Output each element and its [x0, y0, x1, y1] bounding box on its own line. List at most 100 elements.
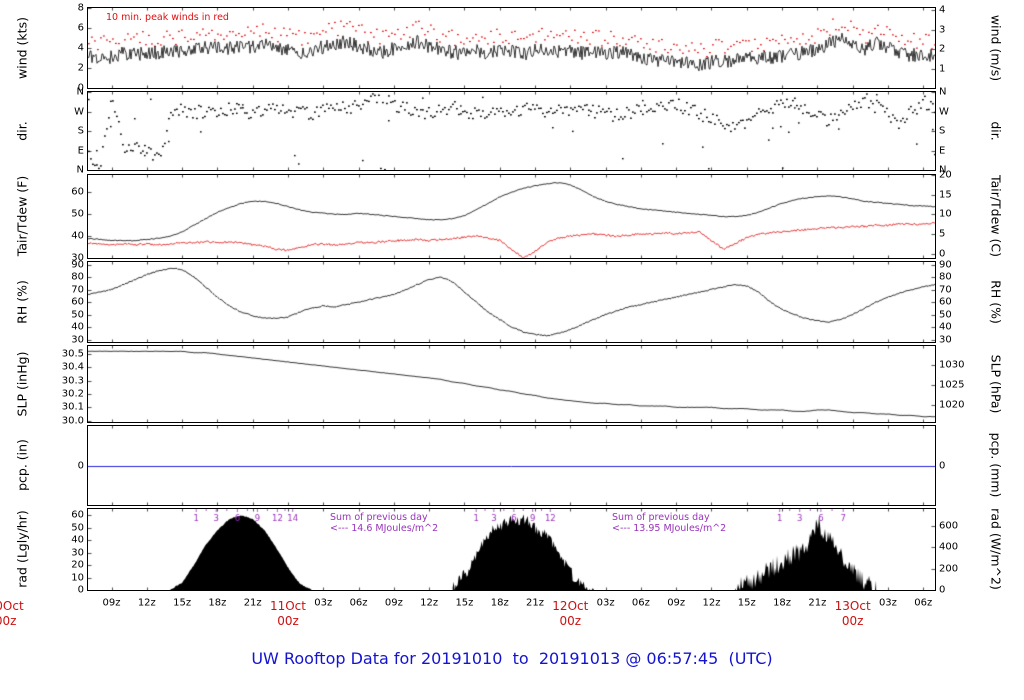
y-tick-label-right-slp: 1030	[939, 359, 965, 371]
axis-title-pcp-left: pcp. (in)	[14, 439, 30, 491]
y-tick-label-right-wind: 3	[939, 24, 946, 36]
x-tick-label: 15z	[737, 597, 756, 609]
humidity-canvas	[88, 262, 935, 342]
x-tick-label: 21z	[526, 597, 545, 609]
axis-title-rad-right: rad (W/m^2)	[988, 508, 1004, 590]
y-tick-label-left-wind: 6	[77, 22, 84, 34]
y-tick-label-right-rad: 600	[939, 520, 959, 532]
y-tick-label-left-slp: 30.0	[61, 415, 84, 427]
wind-canvas	[88, 8, 935, 88]
x-tick-label: 15z	[173, 597, 192, 609]
x-date-label-hour: 00z	[841, 614, 864, 628]
x-date-label-hour: 00z	[0, 614, 17, 628]
pressure-canvas	[88, 346, 935, 422]
direction-canvas	[88, 92, 935, 170]
x-tick-label: 06z	[914, 597, 933, 609]
axis-title-wind-left: wind (kts)	[14, 17, 30, 79]
y-tick-label-left-dir: E	[77, 145, 84, 156]
rad-sum-note-1-line1: Sum of previous day	[330, 512, 428, 523]
axis-title-wind-right: wind (m/s)	[988, 14, 1004, 82]
axis-title-rh-right: RH (%)	[988, 280, 1004, 324]
y-tick-label-left-temp: 60	[71, 186, 84, 198]
y-tick-label-right-wind: 1	[939, 63, 946, 75]
x-tick-label: 06z	[349, 597, 368, 609]
x-tick-label: 09z	[667, 597, 686, 609]
axis-title-pcp-right: pcp. (mm)	[988, 432, 1004, 498]
x-date-label-month: 11Oct	[269, 599, 306, 613]
y-tick-label-left-rh: 90	[71, 259, 84, 270]
rad-sum-note-2: Sum of previous day <--- 13.95 MJoules/m…	[612, 512, 726, 534]
x-tick-label: 21z	[808, 597, 827, 609]
y-tick-label-right-temp: 10	[939, 208, 952, 220]
rad-sum-note-2-line2: <--- 13.95 MJoules/m^2	[612, 523, 727, 534]
x-tick-label: 21z	[243, 597, 262, 609]
x-date-label-hour: 00z	[277, 614, 299, 628]
y-tick-label-right-rh: 70	[939, 284, 952, 295]
x-tick-label: 12z	[702, 597, 721, 609]
x-tick-label: 12z	[420, 597, 439, 609]
y-tick-label-left-slp: 30.4	[61, 361, 84, 373]
y-tick-label-left-rh: 60	[71, 296, 84, 308]
y-tick-label-right-dir: W	[939, 106, 949, 117]
y-tick-label-right-wind: 2	[939, 43, 946, 55]
x-date-label-month: 12Oct	[552, 599, 589, 613]
temperature-canvas	[88, 175, 935, 258]
y-tick-label-left-slp: 30.5	[61, 348, 84, 360]
y-tick-label-left-wind: 4	[77, 42, 84, 54]
panel-precip	[87, 425, 936, 506]
x-tick-label: 18z	[773, 597, 792, 609]
y-tick-label-left-rad: 0	[77, 584, 84, 596]
figure-title: UW Rooftop Data for 20191010 to 20191013…	[251, 649, 773, 668]
axis-title-dir-right: dir.	[988, 121, 1004, 141]
y-tick-label-right-rad: 0	[939, 584, 946, 596]
x-tick-label: 09z	[384, 597, 403, 609]
axis-title-temp-right: Tair/Tdew (C)	[988, 175, 1004, 257]
rad-sum-note-2-line1: Sum of previous day	[612, 512, 710, 523]
y-tick-label-left-temp: 40	[71, 230, 84, 242]
y-tick-label-left-rh: 30	[71, 334, 84, 345]
axis-title-slp-left: SLP (inHg)	[14, 351, 30, 417]
y-tick-label-left-dir: N	[76, 164, 84, 176]
y-tick-label-right-rh: 40	[939, 321, 952, 333]
y-tick-label-right-slp: 1020	[939, 399, 965, 411]
y-tick-label-left-rad: 50	[71, 522, 84, 534]
x-date-label-hour: 00z	[559, 614, 582, 628]
precip-canvas	[88, 426, 935, 505]
y-tick-label-left-pcp: 0	[77, 460, 84, 471]
y-tick-label-right-rh: 30	[939, 334, 952, 345]
y-tick-label-right-rad: 200	[939, 563, 959, 575]
x-date-label-month: 10Oct	[0, 599, 24, 613]
y-tick-label-left-rh: 50	[71, 309, 84, 320]
y-tick-label-left-dir: W	[74, 106, 84, 117]
x-tick-label: 18z	[208, 597, 227, 609]
y-tick-label-left-rh: 70	[71, 284, 84, 295]
y-tick-label-left-rh: 40	[71, 321, 84, 333]
y-tick-label-left-temp: 30	[71, 252, 84, 264]
radiation-canvas	[88, 509, 935, 590]
y-tick-label-right-dir: E	[939, 145, 946, 156]
x-tick-label: 03z	[314, 597, 333, 609]
rad-sum-note-1-line2: <--- 14.6 MJoules/m^2	[330, 523, 439, 534]
panel-humidity	[87, 261, 936, 343]
y-tick-label-right-dir: N	[939, 86, 947, 98]
y-tick-label-right-slp: 1025	[939, 379, 965, 391]
y-tick-label-left-slp: 30.2	[61, 388, 84, 400]
axis-title-slp-right: SLP (hPa)	[988, 354, 1004, 414]
x-tick-label: 06z	[631, 597, 650, 609]
y-tick-label-left-wind: 2	[77, 62, 84, 74]
panel-pressure	[87, 345, 936, 423]
y-tick-label-left-dir: S	[77, 125, 84, 137]
peak-wind-note: 10 min. peak winds in red	[106, 12, 229, 23]
y-tick-label-left-rad: 30	[71, 547, 84, 559]
panel-radiation	[87, 508, 936, 591]
panel-direction	[87, 91, 936, 171]
y-tick-label-right-pcp: 0	[939, 460, 946, 471]
y-tick-label-right-rh: 60	[939, 296, 952, 308]
y-tick-label-right-temp: 0	[939, 248, 946, 260]
x-tick-label: 15z	[455, 597, 474, 609]
y-tick-label-right-rad: 400	[939, 541, 959, 553]
x-tick-label: 03z	[878, 597, 897, 609]
y-tick-label-left-dir: N	[76, 86, 84, 98]
y-tick-label-right-rh: 80	[939, 271, 952, 283]
y-tick-label-right-temp: 5	[939, 228, 946, 240]
